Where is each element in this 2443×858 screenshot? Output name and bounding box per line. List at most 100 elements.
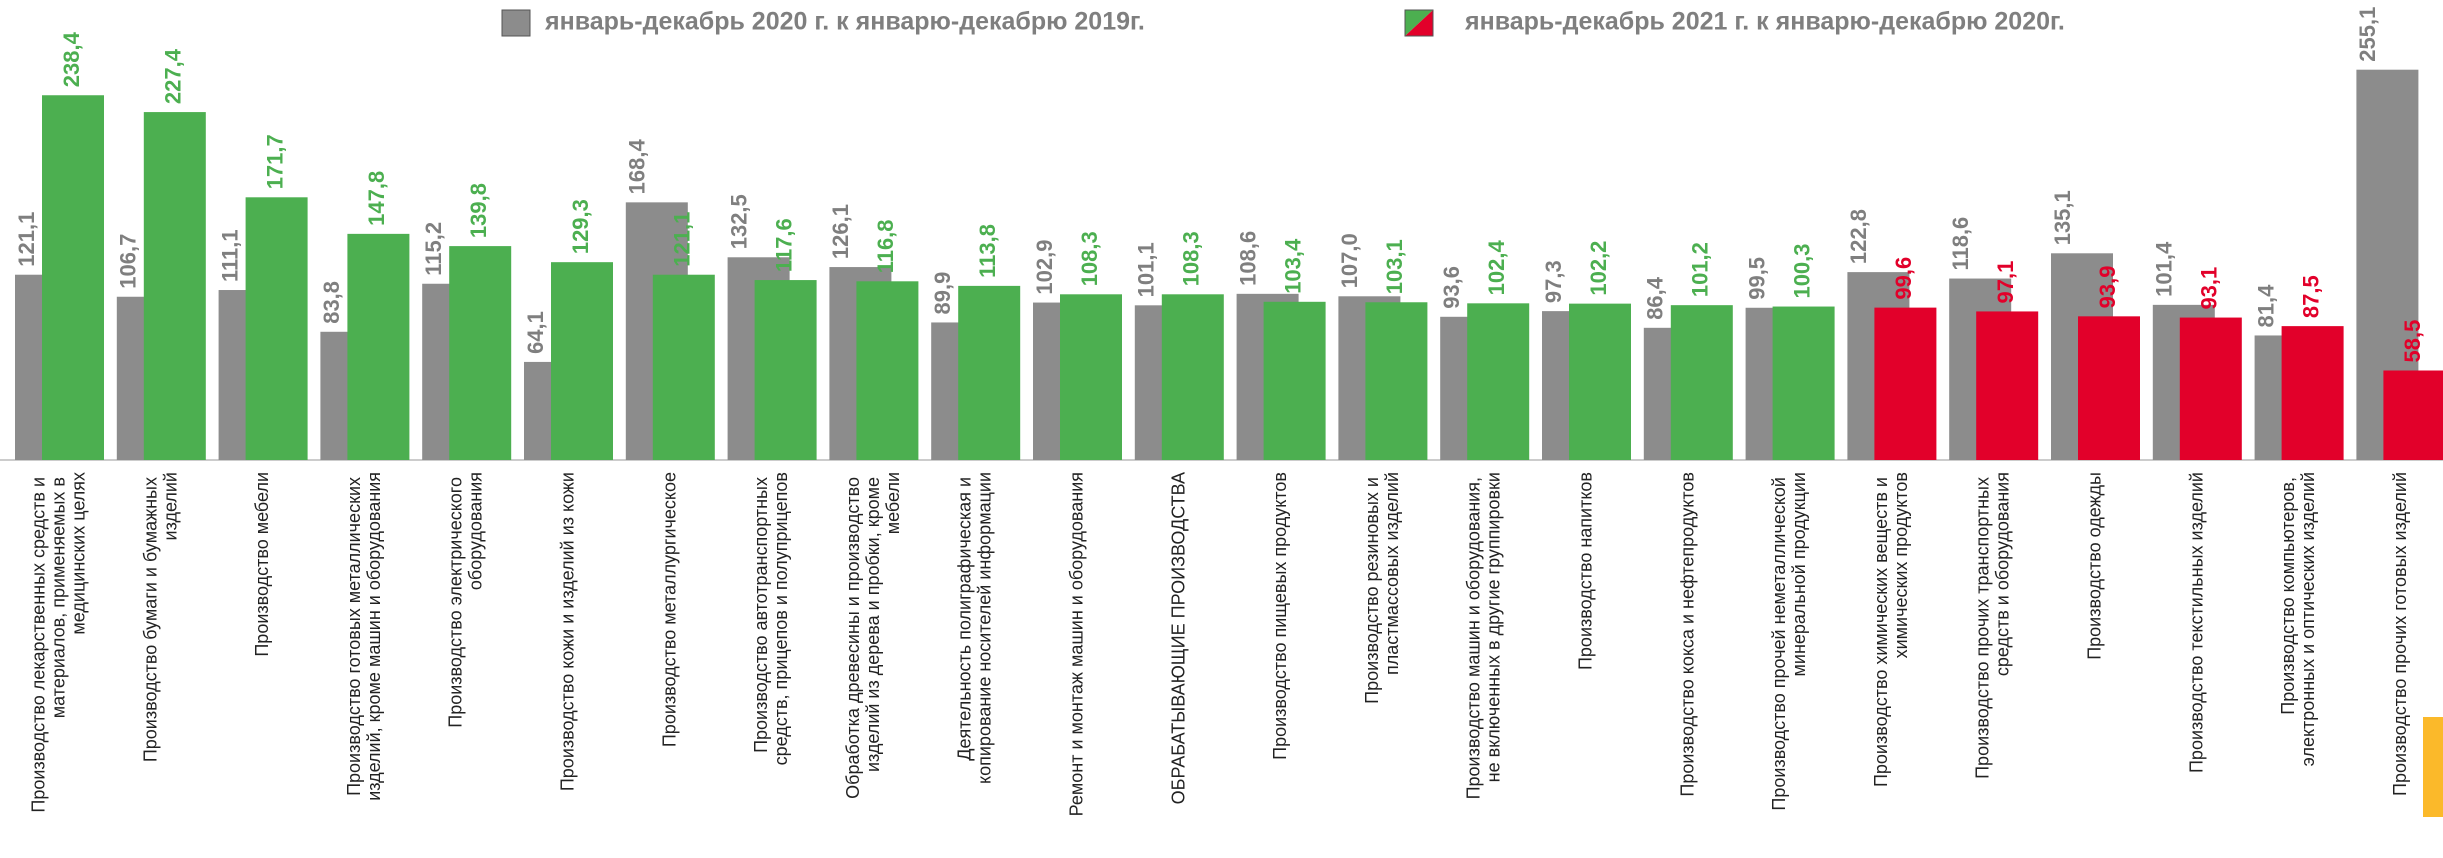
value-label: 115,2	[421, 222, 446, 276]
value-label: 99,5	[1744, 257, 1769, 300]
category-label: Производство электрического оборудования	[445, 472, 485, 728]
value-label: 108,6	[1235, 231, 1260, 286]
value-label: 103,4	[1280, 238, 1305, 294]
category-label: Производство напитков	[1575, 472, 1595, 670]
value-label: 129,3	[568, 199, 593, 254]
value-label: 132,5	[726, 194, 751, 249]
category-label: Производство прочей неметаллической мине…	[1769, 472, 1809, 811]
category-label: Производство кокса и нефтепродуктов	[1677, 472, 1697, 797]
value-label: 101,4	[2152, 241, 2177, 297]
category-label: ОБРАБАТЫВАЮЩИЕ ПРОИЗВОДСТВА	[1168, 472, 1188, 804]
category-label: Производство прочих готовых изделий	[2390, 472, 2410, 796]
legend-label: январь-декабрь 2021 г. к январю-декабрю …	[1464, 8, 2065, 36]
bar	[347, 233, 410, 460]
category-label: Производство бумаги и бумажных изделий	[140, 472, 180, 762]
value-label: 121,1	[14, 212, 39, 267]
bar	[1976, 311, 2039, 460]
bar	[2179, 317, 2242, 460]
bar	[449, 246, 512, 460]
bar	[2281, 326, 2344, 460]
value-label: 116,8	[873, 219, 898, 273]
category-label: Обработка древесины и производство издел…	[843, 472, 903, 799]
value-label: 171,7	[262, 134, 287, 189]
bar	[143, 112, 206, 460]
value-label: 97,1	[1993, 261, 2018, 304]
value-label: 93,9	[2095, 266, 2120, 309]
swatch-border	[1404, 9, 1434, 37]
value-label: 227,4	[161, 48, 186, 104]
category-label: Производство пищевых продуктов	[1270, 472, 1290, 760]
value-label: 108,3	[1077, 231, 1102, 286]
value-label: 102,2	[1586, 241, 1611, 296]
category-label: Производство резиновых и пластмассовых и…	[1362, 472, 1402, 704]
bar	[2383, 370, 2443, 460]
category-label: Производство автотранспортных средств, п…	[751, 472, 791, 765]
value-label: 101,2	[1688, 242, 1713, 297]
value-label: 106,7	[116, 234, 141, 289]
bar	[1874, 307, 1937, 460]
category-label: Деятельность полиграфическая и копирован…	[954, 472, 994, 784]
value-label: 87,5	[2298, 275, 2323, 318]
category-label: Производство текстильных изделий	[2186, 472, 2206, 773]
value-label: 93,1	[2197, 267, 2222, 310]
value-label: 139,8	[466, 183, 491, 238]
value-label: 122,8	[1846, 209, 1871, 264]
value-label: 64,1	[523, 311, 548, 354]
value-label: 83,8	[319, 281, 344, 324]
value-label: 113,8	[975, 224, 1000, 278]
category-label: Производство компьютеров, электронных и …	[2278, 472, 2318, 766]
value-label: 111,1	[217, 229, 242, 282]
value-label: 81,4	[2253, 284, 2278, 328]
bar	[754, 280, 817, 460]
value-label: 89,9	[930, 272, 955, 315]
legend-label: январь-декабрь 2020 г. к январю-декабрю …	[544, 8, 1145, 36]
swatch-part	[1405, 10, 1433, 36]
category-label: Производство кожи и изделий из кожи	[557, 472, 577, 791]
bar	[1569, 303, 1631, 460]
bar	[1060, 294, 1122, 460]
value-label: 99,6	[1891, 257, 1916, 300]
category-label: Производство лекарственных средств и мат…	[28, 472, 88, 813]
value-label: 255,1	[2355, 7, 2380, 62]
value-label: 238,4	[59, 31, 84, 87]
bar	[42, 95, 104, 461]
category-label: Ремонт и монтаж машин и оборудования	[1066, 472, 1086, 816]
value-label: 126,1	[828, 204, 853, 259]
value-label: 108,3	[1179, 231, 1204, 286]
value-label: 93,6	[1439, 266, 1464, 309]
value-label: 121,1	[670, 212, 695, 267]
bar	[1161, 294, 1224, 460]
bar	[1263, 301, 1326, 460]
legend-swatch	[1404, 9, 1434, 37]
value-label: 135,1	[2050, 190, 2075, 245]
bar	[856, 281, 919, 460]
category-label: Производство одежды	[2084, 472, 2104, 660]
decoration	[2423, 717, 2443, 817]
category-label: Производство машин и оборудования, не вк…	[1463, 472, 1503, 799]
bar	[1365, 302, 1428, 460]
bar	[245, 197, 308, 460]
value-label: 102,4	[1484, 240, 1509, 296]
category-label: Производство прочих транспортных средств…	[1972, 472, 2012, 779]
value-label: 100,3	[1789, 243, 1814, 298]
bar	[1467, 303, 1530, 460]
bar	[1670, 305, 1733, 460]
value-label: 101,1	[1134, 242, 1159, 297]
value-label: 168,4	[625, 139, 650, 195]
value-label: 118,6	[1948, 217, 1973, 271]
value-label: 103,1	[1382, 239, 1407, 294]
bar	[551, 262, 613, 460]
bar	[1772, 306, 1835, 460]
category-label: Производство готовых металлических издел…	[344, 472, 384, 801]
legend-swatch	[501, 9, 531, 37]
bar	[2078, 316, 2140, 460]
value-label: 147,8	[364, 171, 389, 226]
value-label: 107,0	[1337, 233, 1362, 288]
value-label: 97,3	[1541, 260, 1566, 303]
value-label: 86,4	[1643, 276, 1668, 320]
category-label: Производство химических веществ и химиче…	[1871, 472, 1911, 787]
bar	[958, 285, 1021, 460]
category-label: Производство металлургическое	[659, 472, 679, 747]
value-label: 58,5	[2400, 320, 2425, 363]
